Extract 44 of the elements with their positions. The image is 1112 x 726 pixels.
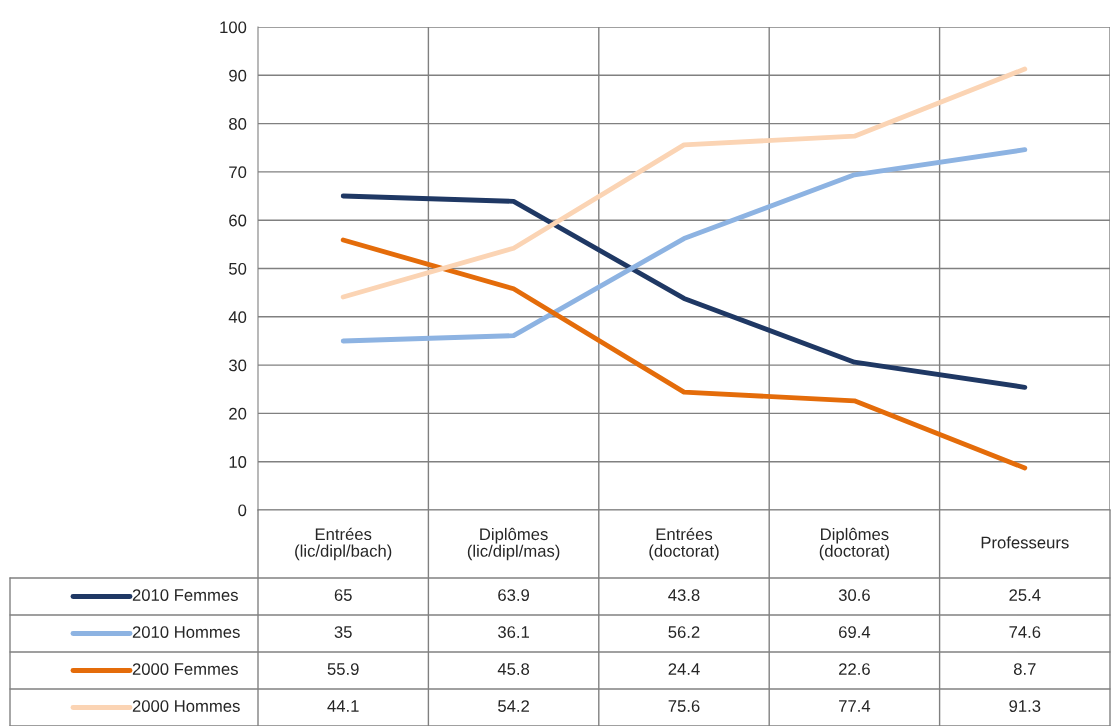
- data-label: 22.6: [839, 663, 870, 675]
- data-label: 74.6: [1009, 626, 1041, 638]
- y-tick-label: 0: [238, 504, 247, 517]
- y-tick-label: 70: [229, 166, 247, 179]
- data-label: 65: [334, 589, 352, 601]
- line-series: [340, 193, 1028, 390]
- legend-label: 2000 Hommes: [132, 700, 240, 712]
- line-series: [340, 66, 1028, 300]
- x-tick-label: Entrées (doctorat): [649, 527, 719, 561]
- y-tick-label: 50: [229, 262, 247, 275]
- data-label: 36.1: [498, 626, 530, 638]
- y-tick-label: 40: [228, 311, 247, 323]
- data-label: 45.8: [497, 663, 530, 675]
- x-tick-label: Entrées (lic/dipl/bach): [295, 527, 392, 561]
- y-tick-label: 90: [229, 69, 247, 82]
- data-label: 24.4: [668, 663, 700, 675]
- y-tick-label: 30: [228, 359, 247, 372]
- data-label: 69.4: [839, 626, 871, 638]
- line-series: [340, 147, 1028, 344]
- data-label: 44.1: [327, 700, 359, 712]
- data-label: 54.2: [498, 700, 529, 712]
- data-label: 91.3: [1009, 700, 1041, 712]
- data-label: 30.6: [838, 589, 870, 601]
- x-tick-label: Diplômes (lic/dipl/mas): [467, 527, 560, 561]
- line-series: [340, 237, 1028, 471]
- data-label: 25.4: [1009, 589, 1041, 601]
- x-tick-label: Diplômes (doctorat): [819, 527, 890, 561]
- y-tick-label: 60: [229, 214, 247, 227]
- legend-label: 2010 Femmes: [132, 589, 238, 601]
- y-tick-label: 20: [229, 407, 247, 420]
- data-label: 56.2: [668, 626, 700, 638]
- data-label: 63.9: [498, 589, 530, 601]
- y-tick-label: 100: [220, 21, 247, 34]
- legend-label: 2010 Hommes: [132, 626, 240, 638]
- data-label: 35: [334, 626, 352, 638]
- data-label: 75.6: [668, 700, 700, 712]
- data-label: 43.8: [668, 589, 700, 601]
- y-tick-label: 10: [229, 456, 247, 468]
- data-label: 8.7: [1013, 663, 1036, 675]
- data-label: 77.4: [839, 700, 871, 712]
- y-tick-label: 80: [229, 118, 247, 130]
- data-label: 55.9: [327, 663, 359, 675]
- x-tick-label: Professeurs: [981, 536, 1069, 549]
- legend-label: 2000 Femmes: [132, 663, 238, 675]
